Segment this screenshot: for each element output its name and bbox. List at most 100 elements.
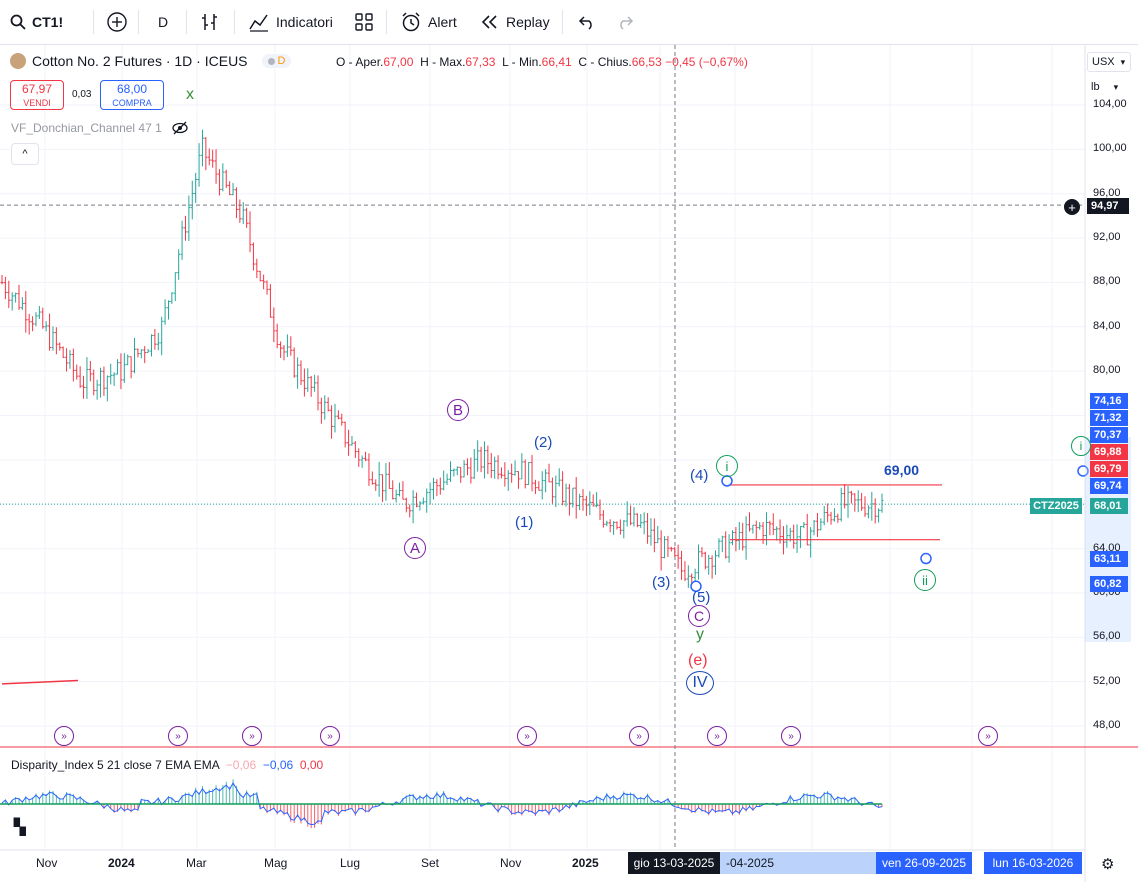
currency-select[interactable]: USX ▾: [1087, 52, 1131, 72]
drawing-overlays: [1, 437, 1131, 685]
wave-label-IV: IV: [686, 671, 714, 695]
collapse-legend-button[interactable]: ^: [11, 143, 39, 165]
wave-label-4: (4): [690, 467, 709, 484]
exchange-logo-icon: [10, 53, 26, 69]
chevron-up-icon: ^: [22, 148, 28, 160]
open-value: 67,00: [383, 55, 414, 69]
sell-button[interactable]: 67,97 VENDI: [10, 80, 64, 110]
replay-label: Replay: [506, 14, 550, 30]
wave-point: [920, 552, 932, 565]
low-value: 66,41: [541, 55, 572, 69]
replay-arrow-icon[interactable]: »: [707, 726, 727, 746]
close-value: 66,53: [631, 55, 662, 69]
price-tag: 70,37: [1090, 427, 1128, 443]
replay-arrow-icon[interactable]: »: [320, 726, 340, 746]
disparity-value-3: 0,00: [299, 758, 324, 772]
high-value: 67,33: [465, 55, 496, 69]
wave-label-5: (5): [692, 589, 711, 606]
date-tick: 2025: [572, 856, 599, 870]
wave-label-x: x: [186, 86, 194, 103]
wave-label-B: B: [447, 399, 469, 421]
redo-button[interactable]: [616, 0, 634, 44]
add-alert-plus-icon[interactable]: +: [1064, 199, 1080, 215]
price-tag: 60,82: [1090, 576, 1128, 592]
price-tag: 69,74: [1090, 478, 1128, 494]
ohlc-values: O - Aper.67,00 H - Max.67,33 L - Min.66,…: [336, 55, 748, 69]
wave-label-e: (e): [688, 652, 708, 669]
alert-button[interactable]: Alert: [400, 0, 457, 44]
date-range-highlight: [780, 852, 876, 874]
compare-button[interactable]: [106, 0, 128, 44]
partial-date-tag: -04-2025: [720, 852, 780, 874]
indicators-button[interactable]: Indicatori: [248, 0, 333, 44]
replay-arrow-icon[interactable]: »: [54, 726, 74, 746]
disparity-legend: Disparity_Index 5 21 close 7 EMA EMA −0,…: [11, 758, 323, 772]
price-tag: 69,88: [1090, 444, 1128, 460]
symbol-search[interactable]: CT1!: [10, 0, 63, 44]
replay-arrow-icon[interactable]: »: [978, 726, 998, 746]
price-chart[interactable]: [0, 45, 1138, 882]
disparity-value-2: −0,06: [262, 758, 294, 772]
wave-point: [1077, 465, 1089, 477]
contract-tag: CTZ2025: [1030, 498, 1082, 514]
price-tick: 84,00: [1093, 319, 1121, 332]
crosshair-date-tag: gio 13-03-2025: [628, 852, 720, 874]
date-tick: Nov: [500, 856, 522, 870]
symbol-label: CT1!: [32, 14, 64, 30]
wave-label-i: i: [716, 455, 738, 477]
sell-price: 67,97: [21, 82, 53, 96]
sell-label: VENDI: [23, 98, 51, 108]
price-tag: 71,32: [1090, 410, 1128, 426]
low-label: L - Min.: [502, 55, 542, 69]
search-icon: [10, 14, 26, 30]
chart-type-button[interactable]: [200, 0, 220, 44]
currency-label: USX: [1092, 56, 1115, 68]
layouts-button[interactable]: [354, 0, 374, 44]
price-tick: 92,00: [1093, 231, 1121, 244]
disparity-value-1: −0,06: [225, 758, 257, 772]
tradingview-logo: ▚: [14, 819, 26, 836]
replay-arrow-icon[interactable]: »: [517, 726, 537, 746]
chart-settings-gear-icon[interactable]: ⚙: [1101, 856, 1115, 873]
price-bars: [0, 129, 884, 588]
price-tick: 52,00: [1093, 674, 1121, 687]
replay-button[interactable]: Replay: [480, 0, 550, 44]
price-tag: 63,11: [1090, 551, 1128, 567]
undo-button[interactable]: [578, 0, 596, 44]
price-tag: 69,79: [1090, 461, 1128, 477]
grid-icon: [355, 13, 373, 31]
eye-hidden-icon[interactable]: [172, 121, 188, 135]
alert-label: Alert: [428, 14, 457, 30]
date-tick: Set: [421, 856, 440, 870]
unit-select[interactable]: lb ▾: [1087, 77, 1131, 97]
indicators-icon: [249, 14, 268, 32]
wave-label-3: (3): [652, 574, 671, 591]
alarm-clock-icon: [402, 12, 420, 32]
interval-button[interactable]: D: [158, 0, 168, 44]
buy-button[interactable]: 68,00 COMPRA: [100, 80, 164, 110]
price-tick: 80,00: [1093, 364, 1121, 377]
replay-arrow-icon[interactable]: »: [781, 726, 801, 746]
price-tag: 68,01: [1090, 498, 1128, 514]
date-tag-2: ven 26-09-2025: [876, 852, 972, 874]
date-tag-3: lun 16-03-2026: [984, 852, 1082, 874]
chevron-down-icon: ▾: [1113, 81, 1119, 92]
disparity-signal-line: [1, 782, 883, 826]
replay-arrow-icon[interactable]: »: [168, 726, 188, 746]
buy-label: COMPRA: [112, 98, 152, 108]
disparity-histogram: [0, 779, 883, 829]
unit-label: lb: [1091, 81, 1100, 93]
indicators-label: Indicatori: [276, 14, 333, 30]
spread-value: 0,03: [72, 89, 92, 100]
price-tick: 104,00: [1093, 98, 1127, 110]
wave-label-ii: ii: [914, 569, 936, 591]
date-tick: 2024: [108, 856, 135, 870]
price-tick: 48,00: [1093, 719, 1121, 731]
wave-label-2: (2): [534, 434, 553, 451]
replay-arrow-icon[interactable]: »: [242, 726, 262, 746]
replay-arrow-icon[interactable]: »: [629, 726, 649, 746]
rewind-icon: [481, 15, 497, 29]
level-69-label: 69,00: [884, 462, 920, 478]
date-tick: Mar: [186, 856, 207, 870]
interval-label: D: [158, 14, 169, 30]
